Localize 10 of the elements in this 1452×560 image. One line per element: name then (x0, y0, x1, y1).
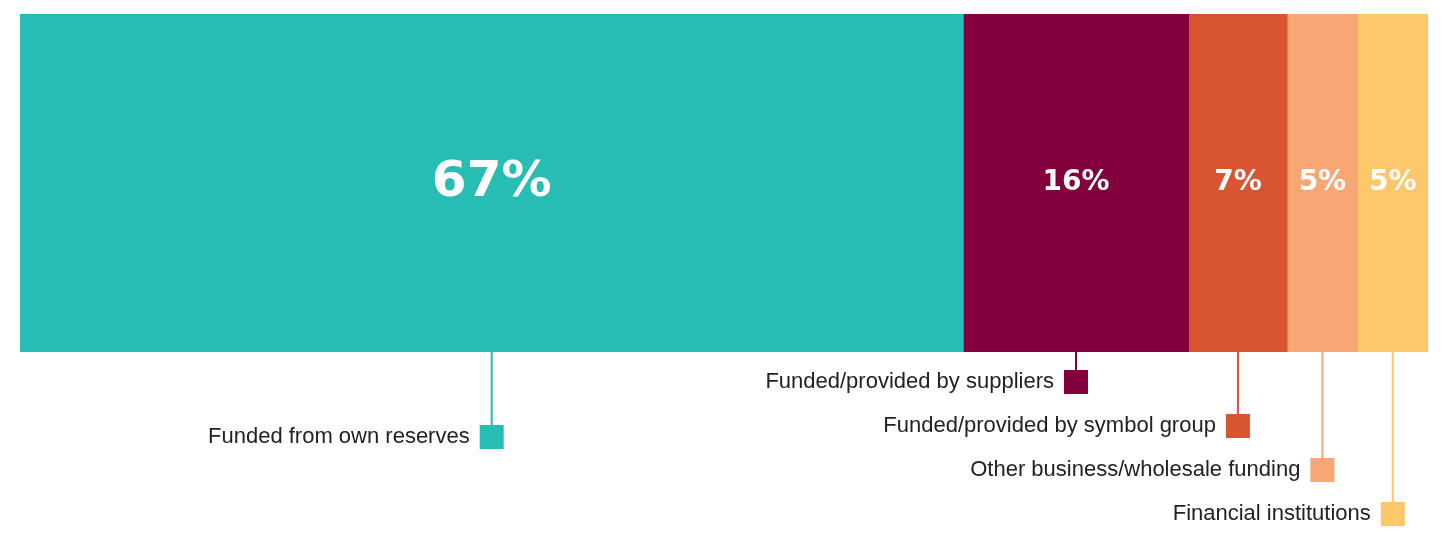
data-label: 67% (431, 149, 552, 208)
legend-label: Funded from own reserves (208, 423, 470, 449)
data-label: 16% (1042, 164, 1110, 198)
data-label: 5% (1369, 164, 1417, 198)
data-label: 7% (1214, 164, 1262, 198)
legend-label: Funded/provided by suppliers (765, 368, 1054, 394)
legend-label: Other business/wholesale funding (970, 456, 1301, 482)
legend-label: Financial institutions (1172, 500, 1371, 526)
legend-label: Funded/provided by symbol group (883, 412, 1216, 438)
data-label: 5% (1298, 164, 1347, 198)
